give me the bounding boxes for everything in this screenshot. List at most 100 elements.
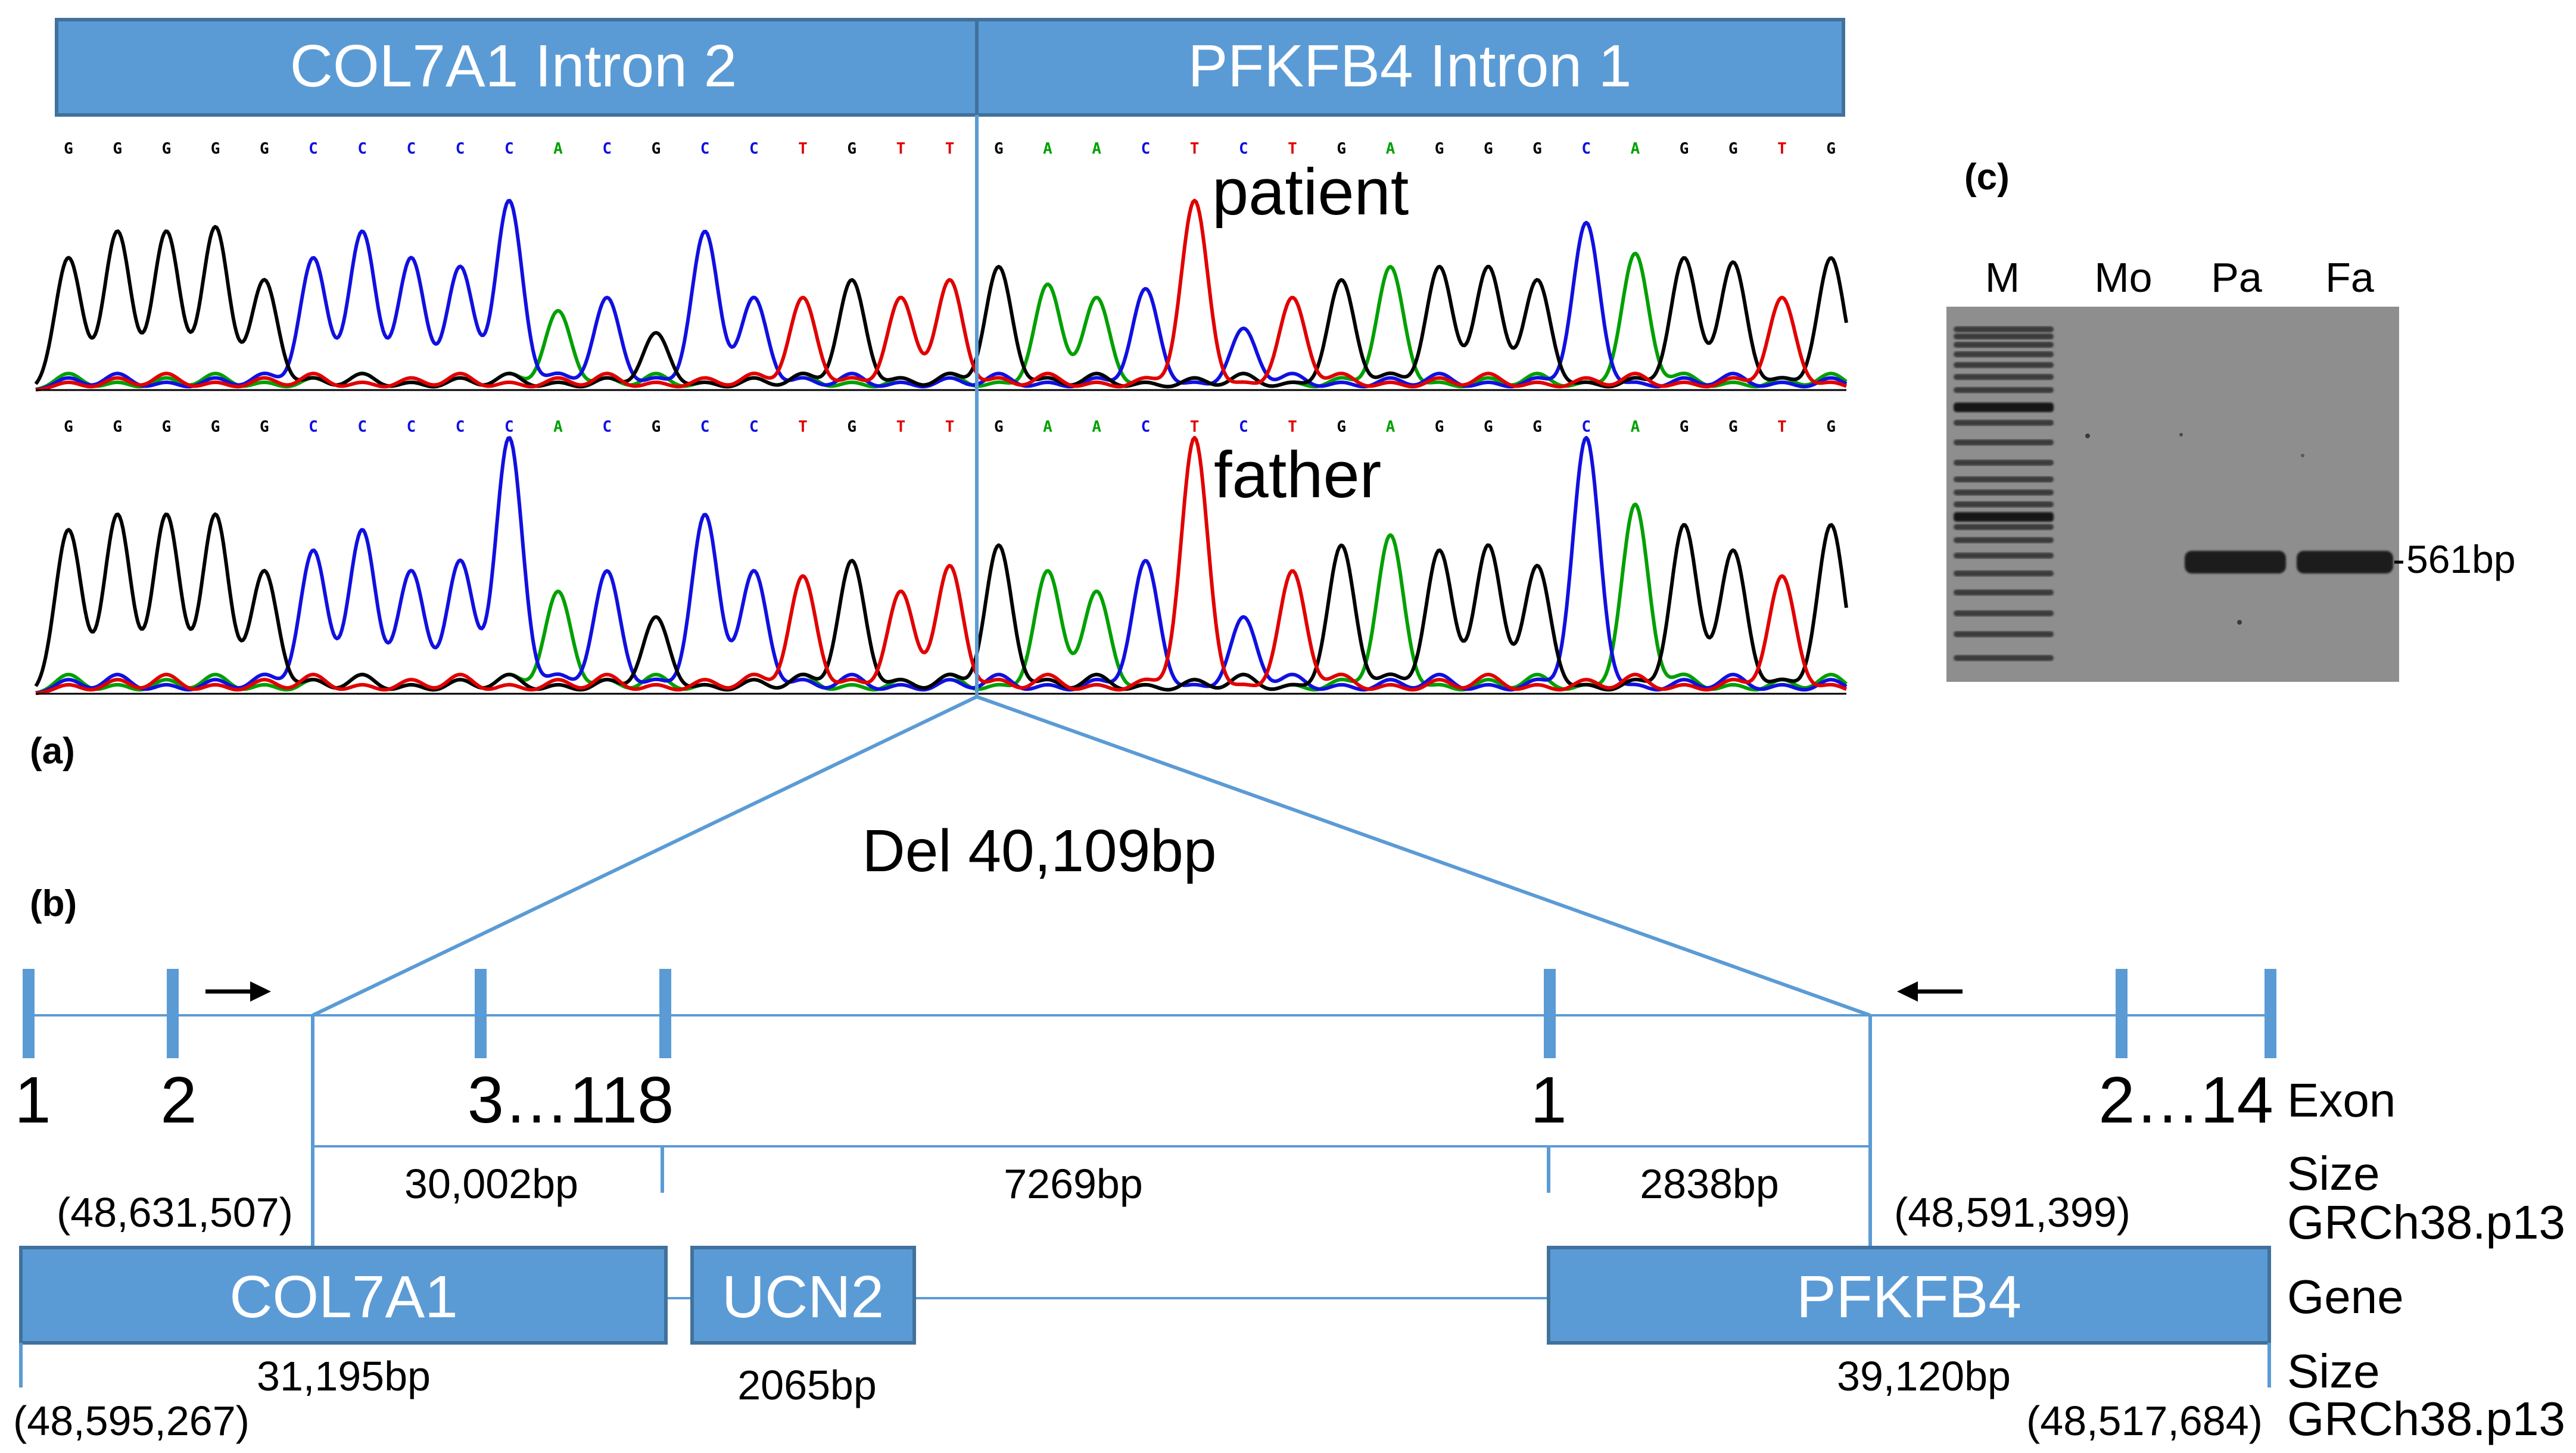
header-bar-right [975, 18, 1845, 117]
exon-tick-col7a1-2 [167, 969, 179, 1058]
base-call-father-35: T [1777, 418, 1787, 436]
coordinate-breakpoint-right: (48,591,399) [1894, 1189, 2130, 1236]
reverse-primer-arrow-icon [1897, 981, 1963, 1002]
base-call-father-28: G [1435, 418, 1444, 436]
base-call-father-1: G [113, 418, 122, 436]
exon-tick-pfkfb4-2 [2116, 969, 2128, 1058]
ladder-band [1954, 610, 2054, 616]
row-label-exon: Exon [2287, 1074, 2396, 1127]
band-fa [2297, 551, 2393, 573]
base-call-patient-9: C [504, 140, 514, 158]
base-call-father-31: C [1581, 418, 1591, 436]
base-call-father-13: C [700, 418, 710, 436]
gene-size-col7a1: 31,195bp [257, 1353, 431, 1399]
base-call-father-19: G [994, 418, 1004, 436]
base-call-father-23: T [1190, 418, 1200, 436]
band-pa [2185, 551, 2286, 573]
base-call-patient-31: C [1581, 140, 1591, 158]
zoom-line-left [312, 695, 978, 1017]
gene-box-ucn2 [690, 1246, 916, 1345]
ladder-band [1954, 362, 2054, 368]
base-call-patient-35: T [1777, 140, 1787, 158]
lane-label-pa: Pa [2211, 254, 2262, 301]
base-call-patient-13: C [700, 140, 710, 158]
base-call-father-15: T [798, 418, 808, 436]
gene-box-pfkfb4 [1547, 1246, 2271, 1345]
trace-patient-C [35, 199, 1848, 392]
base-call-patient-20: A [1043, 140, 1052, 158]
base-call-patient-2: G [162, 140, 172, 158]
trace-patient-T [35, 198, 1848, 392]
coordinate-gene-pfkfb4-end: (48,517,684) [2026, 1398, 2263, 1444]
header-bar-left [55, 18, 979, 117]
base-call-father-5: C [309, 418, 318, 436]
base-call-father-14: C [749, 418, 759, 436]
ladder-band [1954, 512, 2054, 522]
base-call-patient-8: C [456, 140, 465, 158]
lane-label-m: M [1985, 254, 2020, 301]
band-size-label: 561bp [2406, 537, 2516, 581]
base-call-father-9: C [504, 418, 514, 436]
ladder-band [1954, 374, 2054, 380]
base-call-patient-5: C [309, 140, 318, 158]
ladder-band [1954, 439, 2054, 445]
chromatogram-father [34, 436, 1848, 696]
gene-label-pfkfb4: PFKFB4 [1796, 1264, 2021, 1330]
ladder-band [1954, 351, 2054, 357]
base-call-father-6: C [357, 418, 367, 436]
base-call-patient-21: A [1092, 140, 1101, 158]
base-call-father-11: C [602, 418, 612, 436]
father-label: father [1214, 438, 1381, 512]
ladder-band [1954, 333, 2054, 339]
ladder-band [1954, 460, 2054, 466]
base-call-father-4: G [260, 418, 269, 436]
base-call-father-0: G [64, 418, 73, 436]
panel-c-label: (c) [1964, 157, 2010, 198]
base-call-patient-4: G [260, 140, 269, 158]
deletion-label: Del 40,109bp [862, 818, 1217, 884]
base-call-patient-3: G [211, 140, 220, 158]
patient-label: patient [1212, 155, 1409, 229]
base-call-father-30: G [1532, 418, 1542, 436]
gene-size-pfkfb4: 39,120bp [1837, 1353, 2011, 1399]
base-call-father-21: A [1092, 418, 1101, 436]
base-call-patient-6: C [357, 140, 367, 158]
base-call-father-34: G [1728, 418, 1738, 436]
panel-b-label: (b) [30, 883, 77, 924]
base-call-father-29: G [1484, 418, 1493, 436]
exon-label-3-118: 3…118 [468, 1064, 674, 1137]
base-call-patient-7: C [407, 140, 416, 158]
base-call-patient-30: G [1532, 140, 1542, 158]
ladder-band [1954, 403, 2054, 412]
base-call-father-26: G [1337, 418, 1346, 436]
size-segment-2: 7269bp [1004, 1161, 1143, 1207]
gene-box-col7a1 [19, 1246, 668, 1345]
base-call-patient-33: G [1680, 140, 1689, 158]
base-call-patient-27: A [1386, 140, 1396, 158]
row-label-gene: Gene [2287, 1270, 2404, 1323]
base-call-patient-17: T [896, 140, 906, 158]
ladder-band [1954, 489, 2054, 495]
ladder-band [1954, 420, 2054, 426]
ladder-band [1954, 524, 2054, 530]
panel-a: COL7A1 Intron 2 PFKFB4 Intron 1 G G G G G C C C… [30, 18, 1848, 772]
ladder-band [1954, 655, 2054, 661]
base-call-patient-28: G [1435, 140, 1444, 158]
base-call-father-17: T [896, 418, 906, 436]
exon-tick-pfkfb4-14 [2264, 969, 2276, 1058]
trace-father-C [35, 436, 1848, 695]
base-call-patient-29: G [1484, 140, 1493, 158]
gene-label-ucn2: UCN2 [722, 1264, 884, 1330]
gene-size-ucn2: 2065bp [737, 1362, 877, 1408]
size-segment-1: 30,002bp [404, 1161, 578, 1207]
base-call-father-32: A [1631, 418, 1640, 436]
chromatogram-patient [34, 198, 1848, 392]
base-call-patient-15: T [798, 140, 808, 158]
header-right-text: PFKFB4 Intron 1 [1188, 33, 1632, 99]
base-call-father-16: G [847, 418, 856, 436]
base-call-father-8: C [456, 418, 465, 436]
lane-label-fa: Fa [2325, 254, 2374, 301]
base-call-patient-36: G [1826, 140, 1836, 158]
